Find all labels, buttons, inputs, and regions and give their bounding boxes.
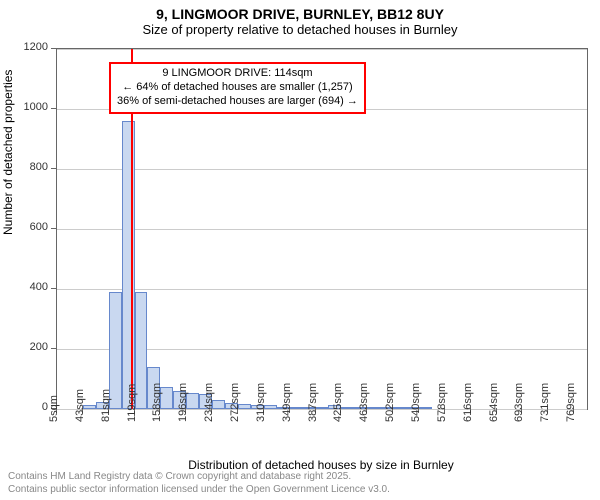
footer-line-1: Contains HM Land Registry data © Crown c… [8, 471, 390, 484]
y-tick-mark [51, 108, 56, 109]
y-tick-mark [51, 348, 56, 349]
chart-footer: Contains HM Land Registry data © Crown c… [8, 471, 390, 496]
y-tick-label: 600 [16, 221, 48, 233]
y-tick-mark [51, 228, 56, 229]
chart-title: 9, LINGMOOR DRIVE, BURNLEY, BB12 8UY [0, 0, 600, 22]
chart-subtitle: Size of property relative to detached ho… [0, 22, 600, 41]
gridline [57, 49, 587, 50]
gridline [57, 169, 587, 170]
footer-line-2: Contains public sector information licen… [8, 484, 390, 497]
annotation-line-2: ← 64% of detached houses are smaller (1,… [117, 81, 358, 95]
y-tick-label: 0 [16, 401, 48, 413]
y-tick-label: 200 [16, 341, 48, 353]
chart-container: 9, LINGMOOR DRIVE, BURNLEY, BB12 8UY Siz… [0, 0, 600, 500]
annotation-box: 9 LINGMOOR DRIVE: 114sqm← 64% of detache… [109, 62, 366, 113]
annotation-line-3: 36% of semi-detached houses are larger (… [117, 95, 358, 109]
y-tick-label: 1000 [16, 101, 48, 113]
y-tick-label: 400 [16, 281, 48, 293]
y-tick-mark [51, 288, 56, 289]
y-tick-label: 800 [16, 161, 48, 173]
y-tick-mark [51, 48, 56, 49]
y-tick-mark [51, 168, 56, 169]
annotation-line-1: 9 LINGMOOR DRIVE: 114sqm [117, 67, 358, 81]
y-tick-label: 1200 [16, 41, 48, 53]
gridline [57, 289, 587, 290]
gridline [57, 229, 587, 230]
x-axis-label: Distribution of detached houses by size … [56, 458, 586, 472]
